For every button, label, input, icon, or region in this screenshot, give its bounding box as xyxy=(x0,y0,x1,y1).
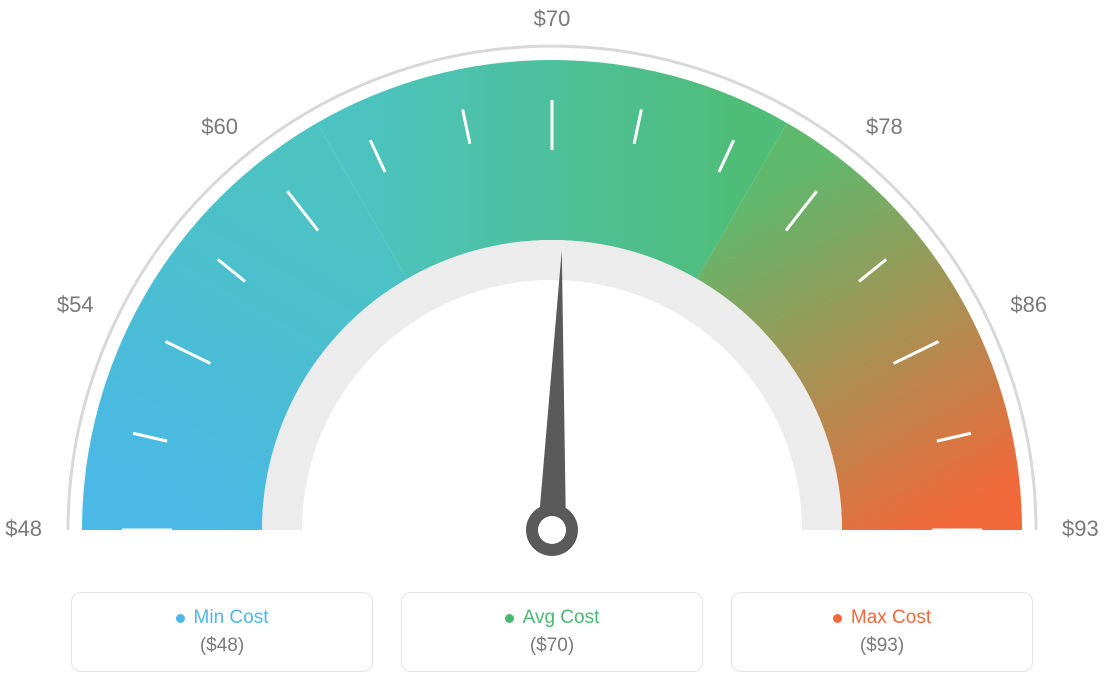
legend-title-avg: Avg Cost xyxy=(505,607,600,629)
svg-text:$60: $60 xyxy=(201,114,238,139)
svg-text:$93: $93 xyxy=(1062,516,1099,541)
legend-label-max: Max Cost xyxy=(851,607,931,629)
svg-text:$54: $54 xyxy=(57,292,94,317)
legend-label-min: Min Cost xyxy=(194,607,269,629)
legend-value-min: ($48) xyxy=(200,635,244,657)
legend-title-min: Min Cost xyxy=(176,607,269,629)
gauge-svg: $48 $54 $60 $70 $78 $86 $93 xyxy=(0,0,1104,560)
legend-dot-min xyxy=(176,614,185,623)
legend-box-max: Max Cost ($93) xyxy=(731,592,1033,672)
svg-text:$70: $70 xyxy=(534,6,571,31)
legend-label-avg: Avg Cost xyxy=(523,607,600,629)
cost-gauge-chart: $48 $54 $60 $70 $78 $86 $93 Min Cost ($48) Avg… xyxy=(0,0,1104,690)
svg-text:$48: $48 xyxy=(5,516,42,541)
legend-value-max: ($93) xyxy=(860,635,904,657)
legend-box-min: Min Cost ($48) xyxy=(71,592,373,672)
legend-value-avg: ($70) xyxy=(530,635,574,657)
svg-text:$78: $78 xyxy=(866,114,903,139)
legend-row: Min Cost ($48) Avg Cost ($70) Max Cost (… xyxy=(0,592,1104,672)
legend-dot-avg xyxy=(505,614,514,623)
legend-title-max: Max Cost xyxy=(833,607,931,629)
legend-box-avg: Avg Cost ($70) xyxy=(401,592,703,672)
svg-text:$86: $86 xyxy=(1010,292,1047,317)
legend-dot-max xyxy=(833,614,842,623)
